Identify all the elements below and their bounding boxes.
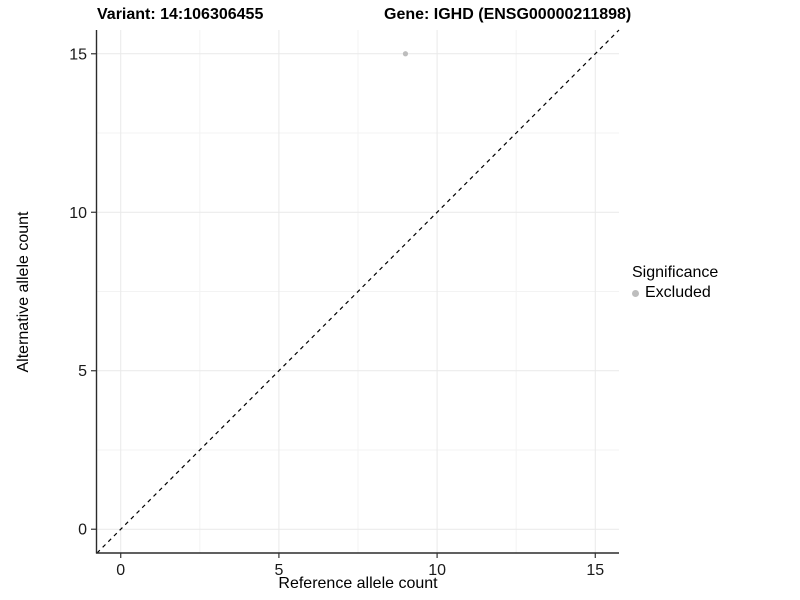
y-tick-label: 15 <box>69 46 87 63</box>
y-tick-label: 0 <box>78 522 87 539</box>
plot-title-gene: Gene: IGHD (ENSG00000211898) <box>384 6 632 23</box>
x-axis-title-text: Reference allele count <box>278 575 438 592</box>
legend-point-icon <box>632 289 639 297</box>
x-tick-label: 5 <box>274 562 283 579</box>
legend-entry-label: Excluded <box>645 284 711 301</box>
legend-entry-excluded: Excluded <box>632 284 718 302</box>
plot-title-variant: Variant: 14:106306455 <box>97 6 264 23</box>
y-tick-label: 10 <box>69 205 87 222</box>
legend: Significance Excluded <box>632 264 718 302</box>
identity-line <box>96 29 620 554</box>
x-tick-label: 10 <box>428 562 446 579</box>
x-axis-title: Reference allele count <box>0 575 800 593</box>
legend-title: Significance <box>632 264 719 281</box>
x-tick-label: 0 <box>116 562 125 579</box>
x-tick-label: 15 <box>586 562 604 579</box>
data-point <box>402 51 409 57</box>
y-axis-title: Alternative allele count <box>15 211 32 373</box>
y-tick-label: 5 <box>78 363 87 380</box>
